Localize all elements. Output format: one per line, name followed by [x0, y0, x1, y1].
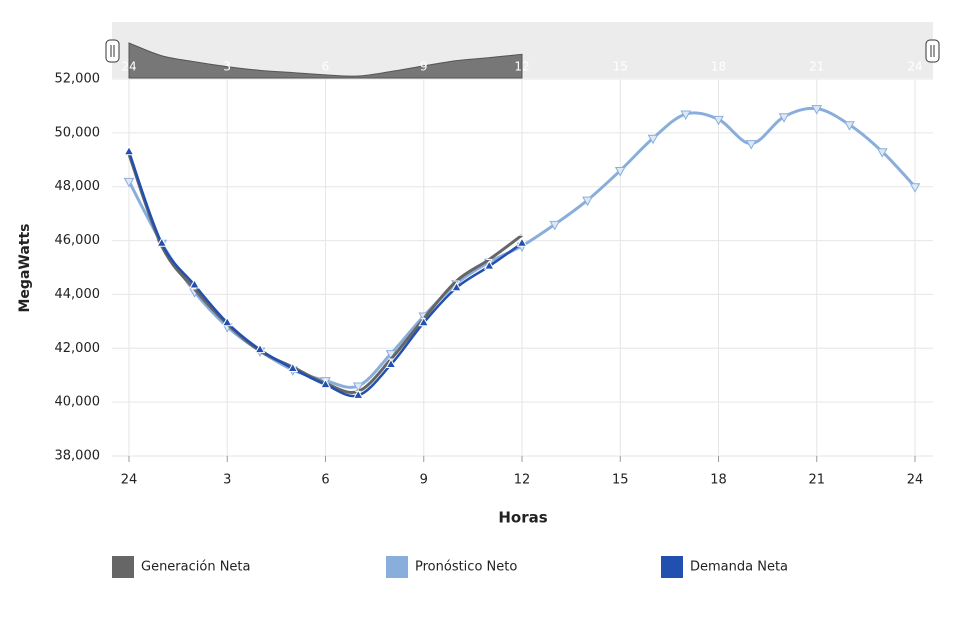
point-marker[interactable] — [221, 316, 233, 327]
legend-swatch[interactable] — [386, 556, 408, 578]
navigator-label: 12 — [514, 60, 529, 74]
x-tick-label: 9 — [420, 473, 428, 488]
point-marker[interactable] — [189, 278, 200, 289]
x-tick-label: 3 — [223, 473, 231, 488]
point-marker[interactable] — [778, 113, 790, 123]
point-marker[interactable] — [680, 110, 692, 121]
x-axis-title: Horas — [498, 509, 547, 527]
navigator-label: 3 — [223, 60, 231, 74]
point-marker[interactable] — [647, 134, 659, 145]
legend-swatch[interactable] — [112, 556, 134, 578]
y-tick-label: 48,000 — [55, 179, 101, 194]
x-tick-label: 21 — [808, 473, 825, 488]
point-marker[interactable] — [352, 382, 364, 393]
point-marker[interactable] — [254, 343, 266, 354]
navigator-handle[interactable] — [105, 39, 120, 63]
point-marker[interactable] — [909, 183, 921, 193]
y-axis-title: MegaWatts — [17, 223, 33, 312]
point-marker[interactable] — [582, 196, 593, 207]
navigator-label: 15 — [613, 60, 628, 74]
y-tick-label: 38,000 — [55, 449, 101, 464]
navigator-label: 24 — [907, 60, 922, 74]
legend-label[interactable]: Demanda Neta — [690, 560, 788, 575]
point-marker[interactable] — [451, 281, 462, 292]
point-marker[interactable] — [156, 237, 168, 247]
navigator-label: 21 — [809, 60, 824, 74]
x-tick-label: 24 — [121, 473, 138, 488]
navigator-label: 24 — [121, 60, 136, 74]
point-marker[interactable] — [713, 115, 724, 126]
x-tick-label: 15 — [612, 473, 629, 488]
point-marker[interactable] — [614, 167, 626, 177]
point-marker[interactable] — [516, 237, 528, 247]
y-tick-label: 42,000 — [55, 341, 101, 356]
point-marker[interactable] — [352, 389, 364, 399]
y-tick-label: 40,000 — [55, 395, 101, 410]
point-marker[interactable] — [811, 105, 823, 115]
point-marker[interactable] — [123, 145, 135, 156]
point-marker[interactable] — [483, 260, 495, 270]
x-tick-label: 24 — [907, 473, 924, 488]
point-marker[interactable] — [745, 140, 757, 150]
legend-label[interactable]: Generación Neta — [141, 560, 251, 575]
point-marker[interactable] — [385, 358, 397, 368]
navigator-handle[interactable] — [925, 39, 940, 63]
navigator-label: 6 — [322, 60, 330, 74]
point-marker[interactable] — [123, 177, 135, 188]
x-tick-label: 12 — [514, 473, 531, 488]
point-marker[interactable] — [844, 121, 855, 131]
navigator-area — [128, 42, 523, 79]
x-tick-label: 6 — [321, 473, 329, 488]
y-tick-label: 44,000 — [55, 287, 101, 302]
legend-label[interactable]: Pronóstico Neto — [415, 560, 517, 575]
point-marker[interactable] — [876, 148, 888, 158]
navigator-label: 9 — [420, 60, 428, 74]
point-marker[interactable] — [418, 316, 430, 327]
x-tick-label: 18 — [710, 473, 727, 488]
y-tick-label: 52,000 — [55, 72, 101, 87]
point-marker[interactable] — [549, 220, 561, 231]
point-marker[interactable] — [320, 378, 331, 389]
legend-swatch[interactable] — [661, 556, 683, 578]
navigator-label: 18 — [711, 60, 726, 74]
point-marker[interactable] — [287, 362, 299, 372]
y-tick-label: 46,000 — [55, 233, 101, 248]
y-tick-label: 50,000 — [55, 125, 101, 140]
